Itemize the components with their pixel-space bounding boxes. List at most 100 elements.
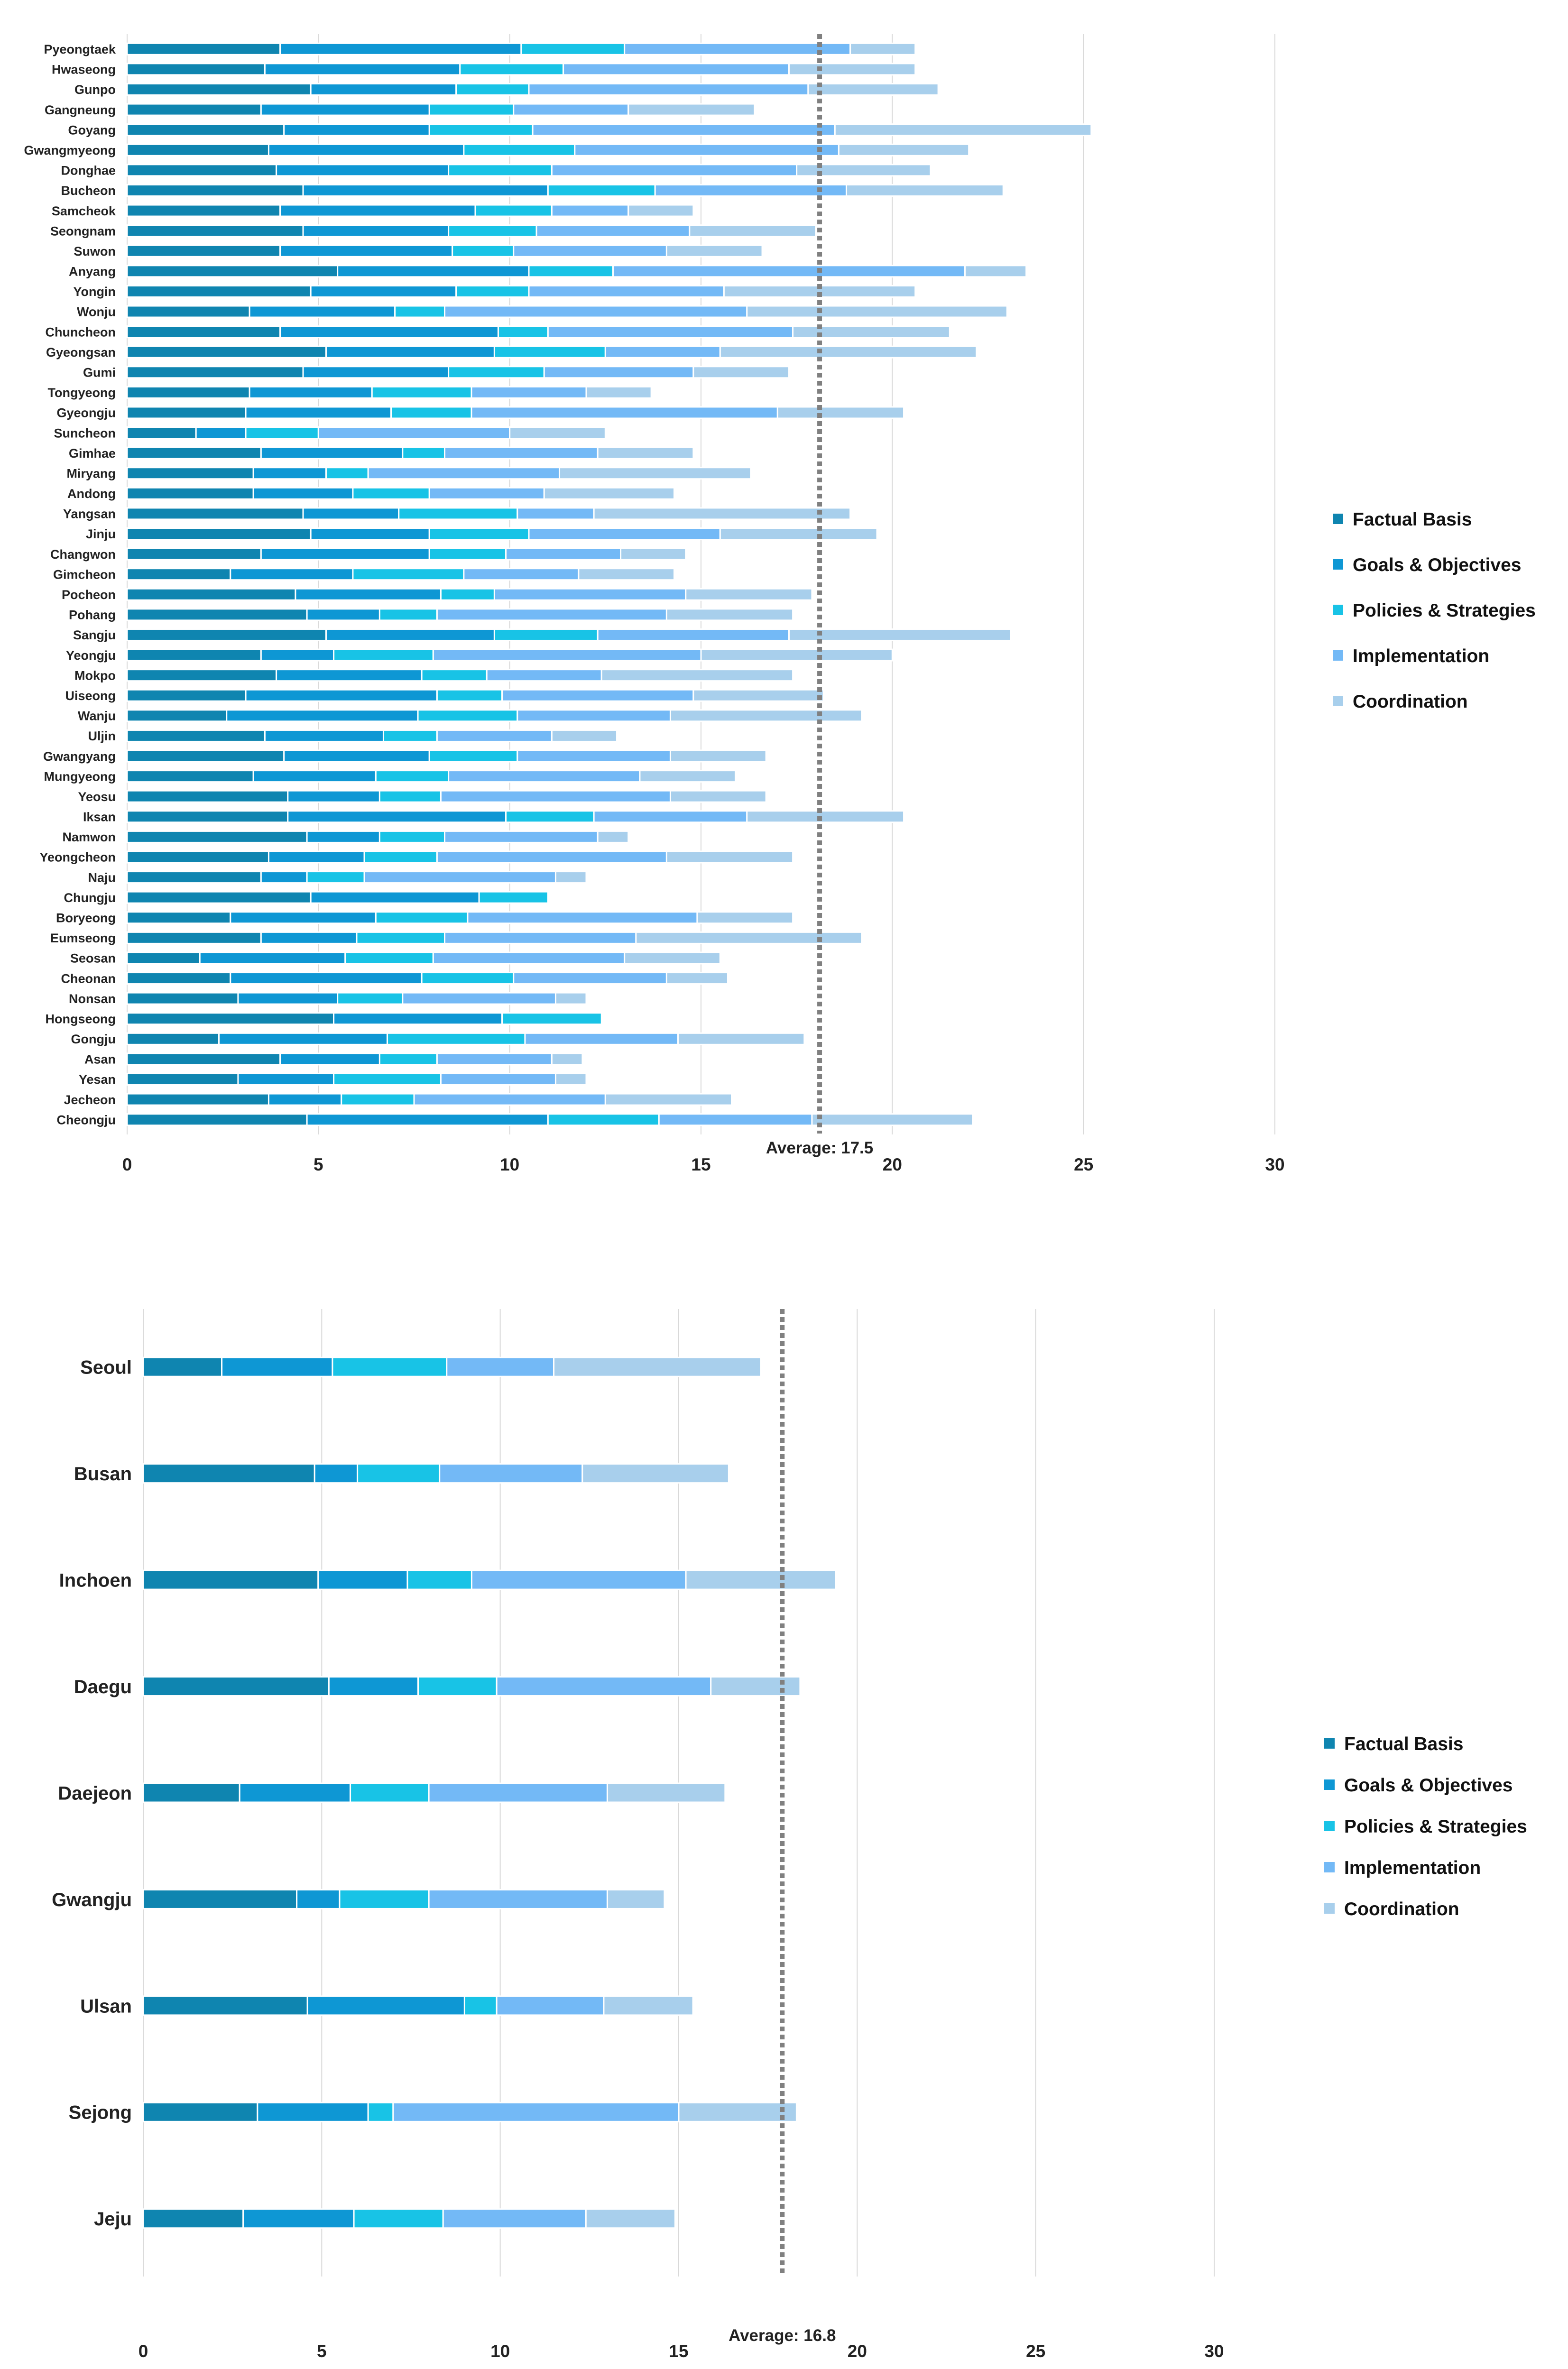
category-label-gyeongsan: Gyeongsan <box>46 345 116 359</box>
c1-legend-label-factual-basis: Factual Basis <box>1344 1734 1463 1754</box>
bar-cheongju-implementation <box>658 1113 813 1126</box>
bar-sejong-coordination <box>678 2102 797 2122</box>
bar-gumi-goals-objectives <box>302 366 450 379</box>
bar-seoul-policies-strategies <box>332 1356 448 1377</box>
bar-nonsan-factual-basis <box>126 992 239 1005</box>
category-label-iksan: Iksan <box>83 810 116 824</box>
category-label-wonju: Wonju <box>77 305 116 319</box>
bar-gwangmyeong-factual-basis <box>126 143 269 157</box>
bar-chungju-policies-strategies <box>478 891 549 904</box>
bar-gimhae-implementation <box>444 446 599 460</box>
bar-sangju-coordination <box>788 628 1012 641</box>
c1-legend-swatch-policies-strategies <box>1324 1821 1335 1831</box>
bar-seosan-factual-basis <box>126 951 201 965</box>
bar-yeongcheon-factual-basis <box>126 850 269 864</box>
bar-namwon-coordination <box>597 830 629 843</box>
category-label-gimhae: Gimhae <box>69 446 116 461</box>
bar-wonju-implementation <box>444 305 748 318</box>
category-label-seosan: Seosan <box>70 951 116 966</box>
bar-gyeongju-implementation <box>470 406 778 419</box>
bar-suwon-policies-strategies <box>452 244 515 258</box>
bar-gyeongsan-coordination <box>719 345 978 359</box>
bar-seongnam-coordination <box>689 224 817 238</box>
bar-pyeongtaek-policies-strategies <box>520 42 626 55</box>
bar-mokpo-policies-strategies <box>421 669 488 682</box>
bar-asan-goals-objectives <box>279 1052 380 1066</box>
bar-gwangmyeong-coordination <box>838 143 970 157</box>
bar-jeju-implementation <box>442 2208 587 2229</box>
bar-wonju-policies-strategies <box>394 305 446 318</box>
bar-goyang-implementation <box>532 123 836 137</box>
bar-gunpo-coordination <box>807 83 939 96</box>
bar-samcheok-coordination <box>627 204 694 217</box>
bar-donghae-implementation <box>551 164 798 177</box>
bar-hwaseong-coordination <box>788 63 916 76</box>
bar-gimhae-factual-basis <box>126 446 262 460</box>
c0-legend-swatch-implementation <box>1333 650 1343 661</box>
bar-iksan-policies-strategies <box>505 810 595 823</box>
bar-chungju-goals-objectives <box>310 891 480 904</box>
bar-gyeongsan-policies-strategies <box>493 345 606 359</box>
bar-yeongcheon-policies-strategies <box>363 850 438 864</box>
bar-yesan-goals-objectives <box>237 1073 335 1086</box>
bar-tongyeong-factual-basis <box>126 386 250 399</box>
category-label-yangsan: Yangsan <box>63 507 116 521</box>
category-label-sangju: Sangju <box>73 628 116 642</box>
bar-uiseong-factual-basis <box>126 689 247 702</box>
bar-mokpo-goals-objectives <box>276 669 423 682</box>
bar-anyang-factual-basis <box>126 265 339 278</box>
bar-bucheon-implementation <box>654 184 848 197</box>
bar-jecheon-coordination <box>604 1093 733 1106</box>
c0-x-tick-30: 30 <box>1265 1155 1284 1174</box>
c1-x-tick-30: 30 <box>1204 2341 1224 2361</box>
bar-gwangyang-policies-strategies <box>428 749 518 763</box>
bar-sejong-policies-strategies <box>367 2102 394 2122</box>
bar-mungyeong-implementation <box>448 770 641 783</box>
bar-wonju-factual-basis <box>126 305 250 318</box>
category-label-yesan: Yesan <box>79 1072 116 1087</box>
bar-yeosu-implementation <box>440 790 671 803</box>
bar-yangsan-implementation <box>517 507 595 520</box>
category-label-miryang: Miryang <box>66 466 116 480</box>
bar-yesan-factual-basis <box>126 1073 239 1086</box>
c0-legend-label-factual-basis: Factual Basis <box>1353 509 1472 530</box>
bar-gyeongsan-goals-objectives <box>325 345 495 359</box>
bar-mungyeong-policies-strategies <box>375 770 450 783</box>
c1-legend-swatch-implementation <box>1324 1862 1335 1872</box>
bar-seongnam-goals-objectives <box>302 224 450 238</box>
bar-iksan-coordination <box>746 810 905 823</box>
bar-iksan-factual-basis <box>126 810 289 823</box>
c1-legend-label-policies-strategies: Policies & Strategies <box>1344 1816 1527 1837</box>
category-label-boryeong: Boryeong <box>56 911 116 925</box>
bar-nonsan-implementation <box>402 992 556 1005</box>
bar-yesan-coordination <box>554 1073 587 1086</box>
bar-gwangyang-coordination <box>669 749 767 763</box>
bar-samcheok-factual-basis <box>126 204 281 217</box>
bar-gimcheon-goals-objectives <box>230 568 354 581</box>
bar-hongseong-policies-strategies <box>501 1012 602 1025</box>
bar-sejong-implementation <box>392 2102 680 2122</box>
bar-eumseong-implementation <box>444 931 637 944</box>
category-label-andong: Andong <box>67 487 116 501</box>
bar-ulsan-implementation <box>496 1995 605 2016</box>
bar-suncheon-coordination <box>509 426 606 440</box>
bar-jinju-factual-basis <box>126 527 312 541</box>
category-label-namwon: Namwon <box>62 830 116 844</box>
bar-donghae-factual-basis <box>126 164 277 177</box>
bar-changwon-factual-basis <box>126 547 262 561</box>
bar-gunpo-goals-objectives <box>310 83 457 96</box>
c0-legend-swatch-goals-objectives <box>1333 559 1343 570</box>
bar-cheonan-policies-strategies <box>421 972 515 985</box>
bar-daegu-goals-objectives <box>328 1676 419 1697</box>
category-label-yeongju: Yeongju <box>66 648 116 663</box>
category-label-hongseong: Hongseong <box>46 1012 116 1026</box>
bar-gongju-implementation <box>524 1032 679 1045</box>
bar-seoul-implementation <box>446 1356 555 1377</box>
bar-inchoen-coordination <box>685 1569 837 1590</box>
bar-ulsan-factual-basis <box>142 1995 308 2016</box>
category-label-yongin: Yongin <box>74 285 116 299</box>
c1-x-tick-20: 20 <box>848 2341 867 2361</box>
category-label-uljin: Uljin <box>88 729 116 743</box>
category-label-gumi: Gumi <box>83 365 116 379</box>
bar-pyeongtaek-factual-basis <box>126 42 281 55</box>
